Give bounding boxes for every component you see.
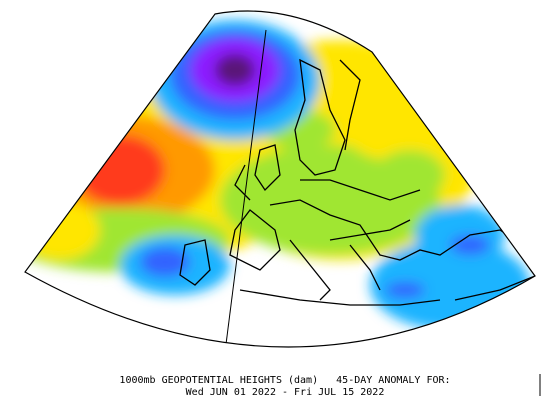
map-border: [24, 10, 536, 348]
caption-line: 1000mb GEOPOTENTIAL HEIGHTS (dam) 45-DAY…: [119, 375, 450, 386]
caption-line: Wed JUN 01 2022 - Fri JUL 15 2022: [186, 387, 385, 398]
